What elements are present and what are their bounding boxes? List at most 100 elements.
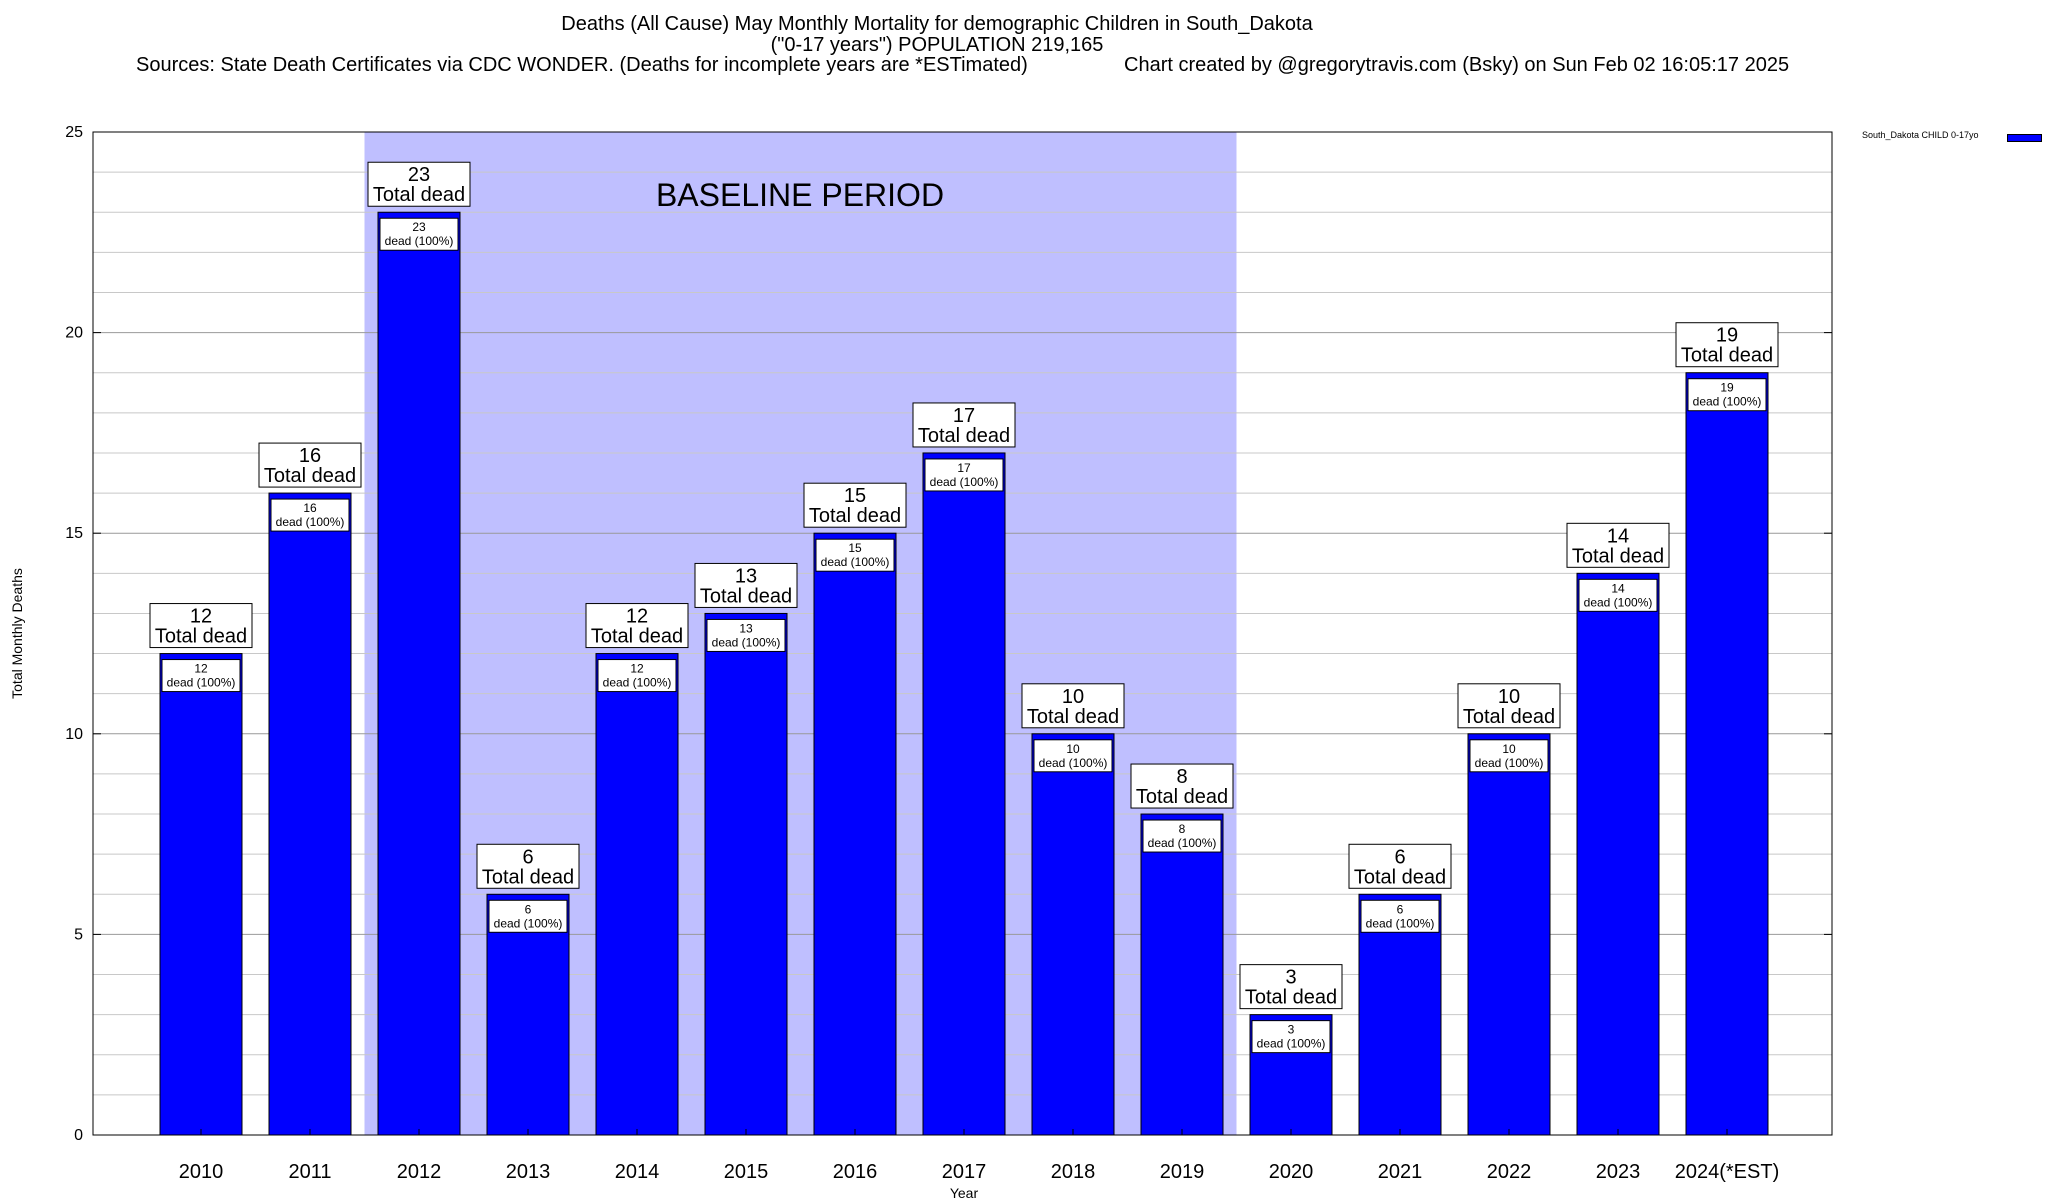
- bar-inner-label: dead (100%): [1584, 595, 1653, 609]
- bar-inner-value: 10: [1502, 742, 1516, 756]
- bar-inner-label: dead (100%): [930, 475, 999, 489]
- bar-inner-value: 12: [630, 662, 644, 676]
- bar-top-label: Total dead: [1354, 866, 1446, 888]
- bar-top-value: 23: [408, 164, 430, 186]
- x-tick-label: 2015: [724, 1161, 769, 1183]
- y-tick-label: 5: [74, 926, 83, 943]
- bar-top-value: 17: [953, 405, 975, 427]
- bar: [159, 653, 243, 1136]
- bar-inner-label-box: [1687, 378, 1767, 412]
- bar-top-label-box: [149, 603, 253, 649]
- bar-inner-label-box: [1142, 819, 1222, 853]
- x-tick-label: 2019: [1160, 1161, 1205, 1183]
- x-tick-label: 2018: [1051, 1161, 1096, 1183]
- bar-inner-label-box: [379, 217, 459, 251]
- bar-top-label: Total dead: [809, 505, 901, 527]
- bar-top-value: 19: [1716, 325, 1738, 347]
- bar-inner-value: 15: [848, 541, 862, 555]
- bar-top-label: Total dead: [591, 626, 683, 648]
- bar-top-label: Total dead: [700, 585, 792, 607]
- bar-inner-value: 23: [412, 220, 426, 234]
- bar-inner-label: dead (100%): [1693, 395, 1762, 409]
- bar: [813, 532, 897, 1136]
- x-tick-label: 2010: [179, 1161, 224, 1183]
- bar-top-label-box: [912, 402, 1016, 448]
- bar-top-label-box: [585, 603, 689, 649]
- bar-inner-label: dead (100%): [1475, 756, 1544, 770]
- bar-top-label-box: [1130, 763, 1234, 809]
- chart-sources: Sources: State Death Certificates via CD…: [136, 54, 1028, 76]
- baseline-period-label: BASELINE PERIOD: [656, 177, 944, 213]
- bar-top-label-box: [1021, 683, 1125, 729]
- bar-top-value: 16: [299, 445, 321, 467]
- bar-inner-label: dead (100%): [712, 635, 781, 649]
- bar-top-value: 6: [522, 846, 533, 868]
- bar-top-label: Total dead: [482, 866, 574, 888]
- bar-inner-value: 16: [303, 501, 317, 515]
- bar-inner-label: dead (100%): [1366, 916, 1435, 930]
- bar-inner-label-box: [815, 538, 895, 572]
- bar-inner-label-box: [270, 498, 350, 532]
- bar-inner-value: 8: [1179, 822, 1186, 836]
- bar-top-label: Total dead: [373, 184, 465, 206]
- bar-inner-label: dead (100%): [1257, 1037, 1326, 1051]
- bar-inner-label-box: [597, 659, 677, 693]
- bar-inner-label-box: [706, 618, 786, 652]
- x-axis-label: Year: [950, 1185, 979, 1200]
- bar-top-label: Total dead: [1572, 545, 1664, 567]
- bar-inner-label-box: [1469, 739, 1549, 773]
- bar-inner-label: dead (100%): [276, 515, 345, 529]
- bar-inner-label-box: [924, 458, 1004, 492]
- bar-inner-value: 17: [957, 461, 971, 475]
- legend-label: South_Dakota CHILD 0-17yo: [1862, 130, 1979, 140]
- x-tick-label: 2011: [288, 1161, 331, 1183]
- legend-swatch: [2007, 134, 2042, 142]
- bar-inner-label-box: [161, 659, 241, 693]
- bar-top-value: 6: [1394, 846, 1405, 868]
- bar-inner-value: 6: [525, 902, 532, 916]
- bar-inner-label: dead (100%): [385, 234, 454, 248]
- bar-inner-value: 14: [1611, 581, 1625, 595]
- y-tick-label: 20: [65, 325, 83, 342]
- bar-top-label-box: [803, 482, 907, 528]
- bar-top-label: Total dead: [1027, 706, 1119, 728]
- bar-inner-label-box: [1251, 1020, 1331, 1054]
- bar-top-value: 12: [190, 606, 212, 628]
- bar-top-label-box: [1239, 964, 1343, 1010]
- legend: South_Dakota CHILD 0-17yo: [1862, 130, 2042, 142]
- bar-top-label: Total dead: [1681, 345, 1773, 367]
- bar-top-value: 10: [1062, 686, 1084, 708]
- bar-top-value: 15: [844, 485, 866, 507]
- x-tick-label: 2013: [506, 1161, 551, 1183]
- bar: [1576, 572, 1660, 1136]
- bar-inner-label-box: [488, 899, 568, 933]
- bar-top-label-box: [1566, 522, 1670, 568]
- y-tick-label: 15: [65, 525, 83, 542]
- bar: [1467, 733, 1551, 1136]
- bar: [1140, 813, 1224, 1136]
- bar-top-label: Total dead: [1245, 987, 1337, 1009]
- bar-inner-value: 10: [1066, 742, 1080, 756]
- bar-top-value: 13: [735, 565, 757, 587]
- bar-top-label-box: [1675, 322, 1779, 368]
- bar: [1685, 372, 1769, 1136]
- bar-inner-value: 3: [1288, 1023, 1295, 1037]
- bar-top-label: Total dead: [264, 465, 356, 487]
- x-tick-label: 2021: [1378, 1161, 1423, 1183]
- x-tick-label: 2024(*EST): [1675, 1161, 1780, 1183]
- bar-inner-label-box: [1033, 739, 1113, 773]
- bar-top-value: 12: [626, 606, 648, 628]
- bar-top-label-box: [258, 442, 362, 488]
- bar-inner-label: dead (100%): [167, 676, 236, 690]
- bar-inner-label: dead (100%): [1039, 756, 1108, 770]
- bar-top-value: 3: [1285, 967, 1296, 989]
- bar-inner-label-box: [1578, 578, 1658, 612]
- bar-inner-value: 12: [194, 662, 208, 676]
- y-tick-label: 0: [74, 1127, 83, 1144]
- bar-top-label: Total dead: [1136, 786, 1228, 808]
- bar-inner-label: dead (100%): [494, 916, 563, 930]
- bar: [268, 492, 352, 1136]
- bar: [704, 612, 788, 1136]
- x-tick-label: 2023: [1596, 1161, 1641, 1183]
